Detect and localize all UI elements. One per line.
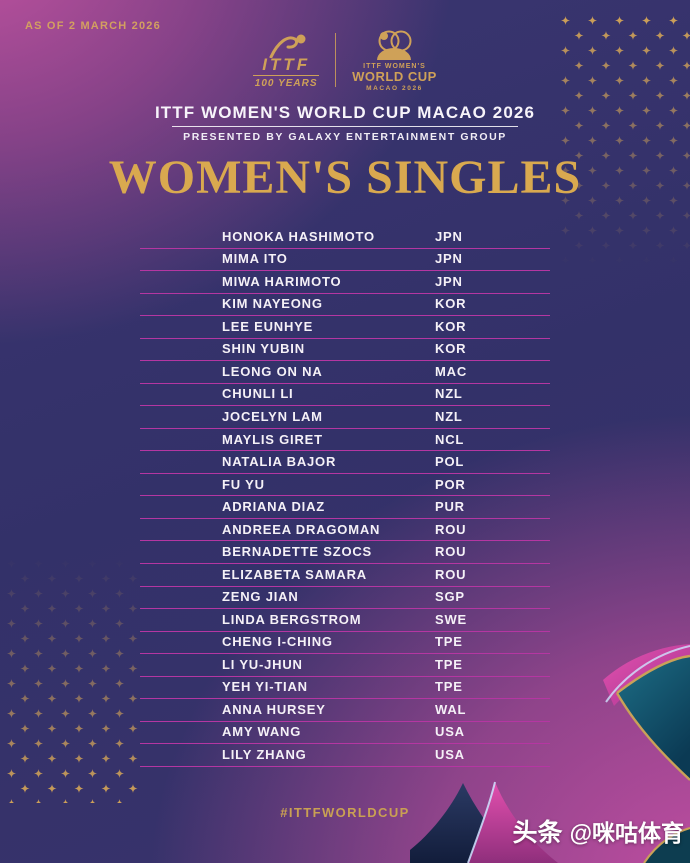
- lotus-balls-icon: [377, 30, 412, 60]
- logo-rule: [253, 74, 320, 76]
- ittf-100-years-label: 100 YEARS: [254, 77, 318, 89]
- player-noc: WAL: [435, 701, 467, 717]
- player-name: FU YU: [222, 476, 265, 492]
- event-hashtag: #ITTFWORLDCUP: [280, 805, 410, 820]
- player-row: FU YU POR: [140, 474, 550, 497]
- player-name: KIM NAYEONG: [222, 296, 323, 312]
- player-name: ZENG JIAN: [222, 589, 299, 605]
- player-row: HONOKA HASHIMOTO JPN: [140, 226, 550, 249]
- player-name: LILY ZHANG: [222, 746, 307, 762]
- player-noc: SWE: [435, 611, 468, 627]
- player-name: BERNADETTE SZOCS: [222, 544, 373, 560]
- player-row: YEH YI-TIAN TPE: [140, 677, 550, 700]
- player-name: ADRIANA DIAZ: [222, 499, 325, 515]
- player-name: ANNA HURSEY: [222, 701, 326, 717]
- logo-divider: [335, 33, 337, 88]
- player-noc: SGP: [435, 589, 465, 605]
- watermark-handle: @咪咕体育: [569, 820, 684, 846]
- player-name: LEONG ON NA: [222, 363, 323, 379]
- player-row: ZENG JIAN SGP: [140, 587, 550, 610]
- player-noc: TPE: [435, 656, 463, 672]
- player-row: BERNADETTE SZOCS ROU: [140, 541, 550, 564]
- player-row: JOCELYN LAM NZL: [140, 406, 550, 429]
- wwc-line1: ITTF WOMEN'S: [363, 63, 426, 70]
- presented-by: PRESENTED BY GALAXY ENTERTAINMENT GROUP: [183, 131, 507, 143]
- player-noc: USA: [435, 746, 465, 762]
- player-name: CHUNLI LI: [222, 386, 294, 402]
- player-row: ELIZABETA SAMARA ROU: [140, 564, 550, 587]
- player-noc: TPE: [435, 679, 463, 695]
- player-name: LI YU-JHUN: [222, 656, 303, 672]
- player-noc: NZL: [435, 386, 463, 402]
- player-row: LEONG ON NA MAC: [140, 361, 550, 384]
- player-noc: NCL: [435, 431, 465, 447]
- sparkle-pattern-bottom-left: [4, 557, 140, 803]
- player-noc: NZL: [435, 408, 463, 424]
- ittf-wordmark: ITTF: [262, 54, 311, 74]
- player-name: LINDA BERGSTROM: [222, 611, 362, 627]
- player-row: LI YU-JHUN TPE: [140, 654, 550, 677]
- player-noc: ROU: [435, 521, 467, 537]
- as-of-date: AS OF 2 MARCH 2026: [25, 20, 161, 32]
- player-row: LEE EUNHYE KOR: [140, 316, 550, 339]
- players-list: HONOKA HASHIMOTO JPN MIMA ITO JPN MIWA H…: [140, 226, 550, 767]
- player-row: ADRIANA DIAZ PUR: [140, 496, 550, 519]
- player-noc: KOR: [435, 341, 467, 357]
- player-name: MAYLIS GIRET: [222, 431, 323, 447]
- player-row: ANNA HURSEY WAL: [140, 699, 550, 722]
- player-noc: TPE: [435, 634, 463, 650]
- player-name: CHENG I-CHING: [222, 634, 333, 650]
- player-row: LILY ZHANG USA: [140, 744, 550, 767]
- logo-row: ITTF 100 YEARS ITTF WOMEN'S WORLD CUP MA…: [0, 28, 690, 92]
- player-row: SHIN YUBIN KOR: [140, 339, 550, 362]
- player-name: AMY WANG: [222, 724, 302, 740]
- page-title: WOMEN'S SINGLES: [108, 151, 582, 204]
- player-row: MAYLIS GIRET NCL: [140, 429, 550, 452]
- player-name: JOCELYN LAM: [222, 408, 323, 424]
- womens-world-cup-logo: ITTF WOMEN'S WORLD CUP MACAO 2026: [352, 28, 437, 92]
- player-name: LEE EUNHYE: [222, 318, 314, 334]
- player-row: MIMA ITO JPN: [140, 249, 550, 272]
- player-name: SHIN YUBIN: [222, 341, 305, 357]
- player-row: MIWA HARIMOTO JPN: [140, 271, 550, 294]
- player-row: NATALIA BAJOR POL: [140, 451, 550, 474]
- player-noc: ROU: [435, 566, 467, 582]
- player-noc: ROU: [435, 544, 467, 560]
- player-noc: KOR: [435, 296, 467, 312]
- player-noc: USA: [435, 724, 465, 740]
- player-name: ANDREEA DRAGOMAN: [222, 521, 381, 537]
- player-name: HONOKA HASHIMOTO: [222, 228, 375, 244]
- player-name: ELIZABETA SAMARA: [222, 566, 367, 582]
- player-row: KIM NAYEONG KOR: [140, 294, 550, 317]
- player-noc: KOR: [435, 318, 467, 334]
- player-row: AMY WANG USA: [140, 722, 550, 745]
- player-row: CHENG I-CHING TPE: [140, 632, 550, 655]
- player-noc: POR: [435, 476, 466, 492]
- event-title: ITTF WOMEN'S WORLD CUP MACAO 2026: [154, 103, 536, 122]
- ittf-player-icon: [269, 34, 306, 58]
- player-name: YEH YI-TIAN: [222, 679, 308, 695]
- player-noc: JPN: [435, 273, 463, 289]
- wwc-line2: WORLD CUP: [352, 69, 437, 84]
- player-noc: JPN: [435, 251, 463, 267]
- player-row: CHUNLI LI NZL: [140, 384, 550, 407]
- watermark: 头条 @咪咕体育: [513, 813, 684, 849]
- title-divider-line: [172, 126, 518, 127]
- player-noc: MAC: [435, 363, 468, 379]
- player-row: LINDA BERGSTROM SWE: [140, 609, 550, 632]
- ittf-100-years-logo: ITTF 100 YEARS: [253, 32, 320, 89]
- wwc-line3: MACAO 2026: [366, 85, 423, 93]
- player-row: ANDREEA DRAGOMAN ROU: [140, 519, 550, 542]
- player-name: NATALIA BAJOR: [222, 453, 337, 469]
- player-name: MIMA ITO: [222, 251, 288, 267]
- player-noc: POL: [435, 453, 465, 469]
- player-noc: JPN: [435, 228, 463, 244]
- watermark-brand: 头条: [512, 819, 563, 847]
- player-noc: PUR: [435, 499, 465, 515]
- player-name: MIWA HARIMOTO: [222, 273, 342, 289]
